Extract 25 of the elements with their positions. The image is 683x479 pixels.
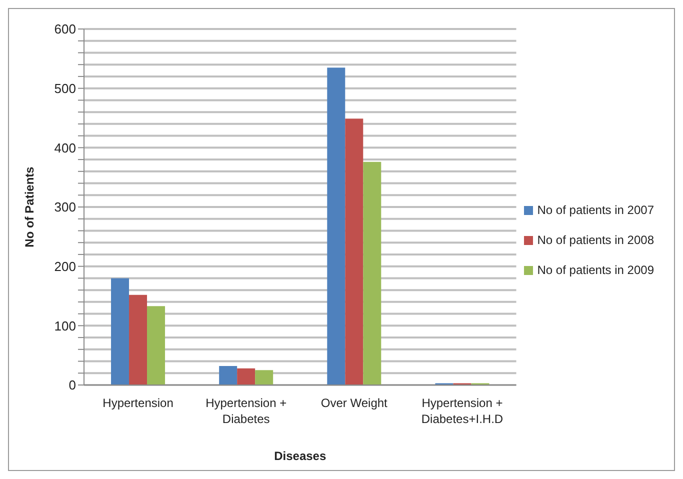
- legend-label: No of patients in 2008: [537, 232, 654, 246]
- x-tick-label: Hypertension + Diabetes: [206, 396, 287, 426]
- bar: [345, 118, 364, 385]
- y-tick-label: 500: [54, 80, 76, 96]
- legend-label: No of patients in 2009: [537, 262, 654, 276]
- bar: [237, 368, 256, 385]
- x-tick-label: Over Weight: [320, 396, 388, 410]
- y-tick-label: 100: [54, 318, 76, 334]
- y-axis-title: No of Patients: [22, 166, 36, 248]
- bar: [327, 68, 346, 385]
- bar: [147, 306, 166, 385]
- bar: [129, 294, 148, 385]
- bar: [255, 370, 274, 385]
- y-tick-label: 0: [68, 378, 76, 393]
- y-tick-label: 300: [54, 200, 76, 215]
- bar: [111, 278, 130, 385]
- y-tick-label: 400: [54, 140, 76, 156]
- y-tick-label: 200: [54, 258, 76, 274]
- bar: [363, 162, 382, 385]
- bar: [219, 366, 238, 385]
- legend-label: No of patients in 2007: [537, 202, 654, 216]
- x-tick-label: Hypertension + Diabetes+I.H.D: [421, 396, 504, 426]
- y-tick-label: 600: [54, 22, 76, 37]
- x-axis-title: Diseases: [274, 449, 326, 463]
- x-tick-label: Hypertension: [102, 396, 174, 410]
